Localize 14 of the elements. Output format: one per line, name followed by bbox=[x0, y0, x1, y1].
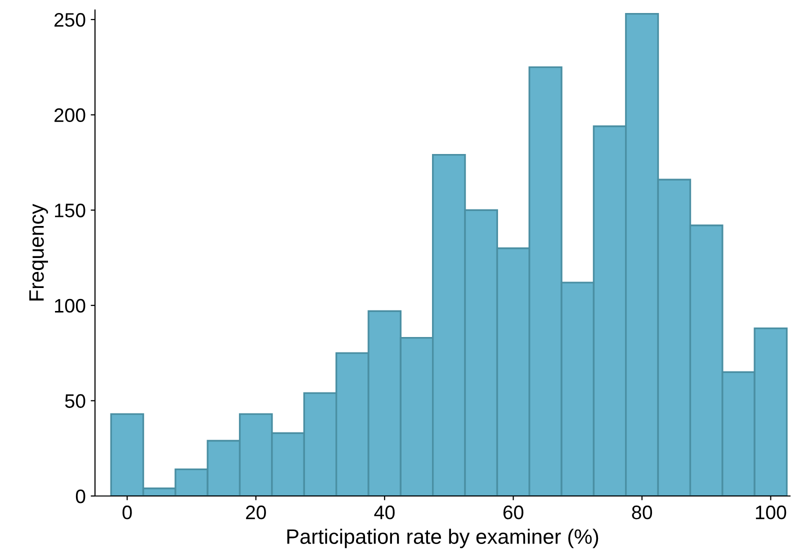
y-axis-title: Frequency bbox=[29, 204, 48, 300]
x-axis-title: Participation rate by examiner (%) bbox=[287, 528, 598, 548]
y-tick-label: 0 bbox=[76, 489, 86, 504]
x-tick-label: 100 bbox=[756, 506, 786, 520]
x-tick-label: 80 bbox=[632, 506, 652, 520]
x-tick-label: 40 bbox=[374, 506, 395, 520]
x-tick-label: 0 bbox=[122, 506, 132, 520]
x-tick-label: 20 bbox=[246, 506, 266, 520]
y-tick-label: 50 bbox=[65, 394, 86, 408]
y-tick-label: 150 bbox=[55, 204, 86, 218]
x-tick-label: 60 bbox=[503, 506, 524, 520]
y-tick-label: 250 bbox=[54, 12, 86, 27]
y-tick-label: 100 bbox=[55, 298, 86, 313]
y-tick-label: 200 bbox=[54, 108, 86, 122]
